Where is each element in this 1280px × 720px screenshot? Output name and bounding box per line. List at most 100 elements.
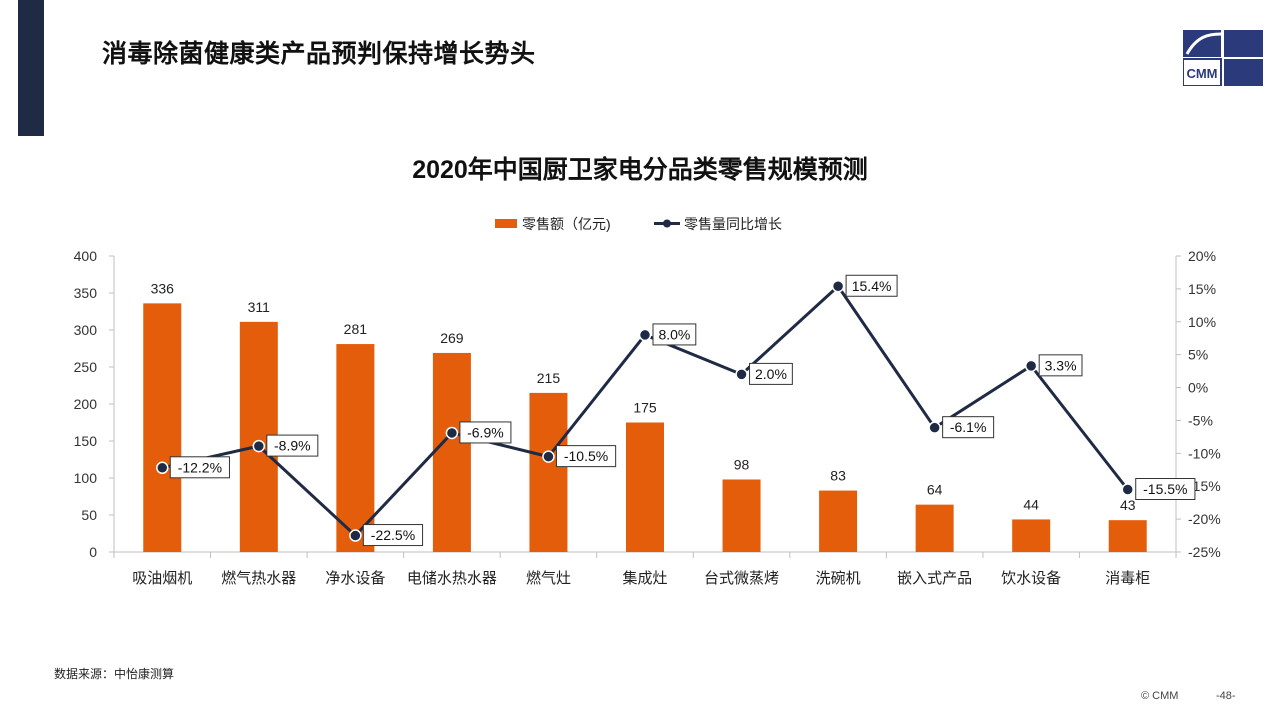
x-tick-label: 消毒柜 [1105, 570, 1150, 587]
growth-data-label: -10.5% [555, 445, 617, 468]
legend: 零售额（亿元) 零售量同比增长 [495, 216, 782, 232]
y-left-tick-label: 150 [74, 433, 98, 449]
growth-data-label: 3.3% [1038, 354, 1083, 377]
x-tick-label: 燃气热水器 [221, 569, 296, 587]
bar [1012, 519, 1051, 552]
growth-label-box [266, 434, 319, 457]
growth-label-text: 8.0% [658, 326, 690, 342]
growth-point [735, 368, 748, 381]
y-right-tick-label: -15% [1188, 478, 1221, 494]
legend-bar-swatch [495, 219, 517, 228]
bar-data-label: 311 [248, 299, 271, 315]
growth-point [831, 280, 845, 293]
legend-bar-label: 零售额（亿元) [522, 216, 611, 232]
growth-label-box [169, 456, 230, 479]
y-left-tick-label: 100 [74, 470, 98, 486]
y-left-tick-label: 400 [74, 248, 98, 264]
bar-data-label: 269 [440, 330, 464, 346]
footer-copyright: © CMM [1141, 690, 1179, 702]
growth-point [928, 421, 941, 434]
growth-point [1121, 483, 1134, 496]
y-left-tick-label: 350 [74, 285, 98, 301]
slide-title: 消毒除菌健康类产品预判保持增长势头 [102, 40, 536, 68]
growth-label-text: -6.9% [467, 424, 504, 440]
y-right-tick-label: 20% [1188, 248, 1216, 264]
bar-data-label: 44 [1023, 496, 1039, 512]
bar-data-label: 215 [537, 370, 561, 386]
growth-label-box [652, 323, 697, 346]
y-right-tick-label: -10% [1188, 445, 1221, 461]
x-tick-label: 净水设备 [325, 570, 385, 587]
growth-data-label: -6.9% [459, 421, 512, 444]
bar [432, 352, 471, 552]
growth-label-text: 15.4% [852, 278, 892, 294]
cmm-logo: CMM [1183, 30, 1263, 86]
x-tick-label: 台式微蒸烤 [704, 570, 779, 587]
y-right-tick-label: -5% [1188, 412, 1213, 428]
bar [336, 344, 375, 552]
x-tick-label: 嵌入式产品 [897, 570, 972, 587]
bar-data-label: 98 [734, 456, 750, 472]
growth-label-box [1038, 354, 1083, 377]
bar [529, 392, 568, 552]
growth-label-text: -10.5% [564, 448, 608, 464]
bar [819, 490, 858, 552]
bar-data-label: 43 [1120, 497, 1136, 513]
x-tick-label: 饮水设备 [1001, 570, 1061, 587]
bar-data-label: 281 [344, 321, 368, 337]
growth-data-label: -12.2% [169, 456, 230, 479]
x-tick-label: 集成灶 [622, 570, 667, 587]
growth-data-label: -6.1% [942, 416, 995, 439]
growth-label-box [362, 524, 424, 547]
x-tick-label: 燃气灶 [526, 569, 571, 587]
growth-point [349, 529, 362, 542]
bar [626, 422, 664, 552]
y-right-tick-label: 15% [1188, 281, 1216, 297]
growth-label-text: -6.1% [950, 419, 987, 435]
growth-label-box [1135, 478, 1196, 501]
growth-data-label: 8.0% [652, 323, 697, 346]
bar [915, 504, 954, 552]
logo-text: CMM [1186, 66, 1217, 81]
bar-data-label: 64 [927, 482, 943, 498]
bar-data-label: 175 [633, 400, 657, 416]
bar-data-label: 336 [151, 280, 175, 296]
growth-label-text: -8.9% [274, 438, 311, 454]
growth-point [1024, 359, 1038, 373]
bar-data-label: 83 [830, 468, 846, 484]
y-left-tick-label: 50 [81, 507, 97, 523]
bar [722, 479, 761, 552]
growth-point [445, 426, 459, 440]
y-right-tick-label: -20% [1188, 511, 1221, 527]
growth-label-box [942, 416, 995, 439]
y-right-tick-label: 10% [1188, 314, 1216, 330]
accent-bar [18, 0, 44, 136]
growth-data-label: -22.5% [362, 524, 424, 547]
footer-page-number: -48- [1216, 690, 1236, 702]
x-tick-label: 电储水热水器 [407, 570, 497, 587]
growth-data-label: 2.0% [749, 362, 793, 385]
source-note: 数据来源：中怡康测算 [54, 667, 175, 681]
growth-label-text: 3.3% [1045, 357, 1077, 373]
growth-point [542, 450, 555, 463]
growth-label-text: -15.5% [1143, 481, 1187, 497]
growth-data-label: 15.4% [845, 274, 898, 297]
y-right-tick-label: 5% [1188, 347, 1208, 363]
growth-label-box [459, 421, 512, 444]
growth-label-box [749, 362, 793, 385]
growth-label-text: -12.2% [178, 459, 222, 475]
growth-label-box [845, 274, 898, 297]
x-tick-label: 洗碗机 [816, 570, 861, 587]
growth-label-text: -22.5% [371, 527, 415, 543]
y-left-tick-label: 250 [74, 359, 98, 375]
x-tick-label: 吸油烟机 [132, 570, 192, 587]
bar [1108, 520, 1147, 552]
legend-line-marker [663, 219, 671, 228]
y-left-tick-label: 300 [74, 322, 98, 338]
bar [143, 303, 182, 552]
growth-point [156, 461, 169, 475]
y-right-tick-label: -25% [1188, 544, 1221, 560]
growth-label-text: 2.0% [755, 366, 787, 382]
growth-point [638, 328, 652, 342]
